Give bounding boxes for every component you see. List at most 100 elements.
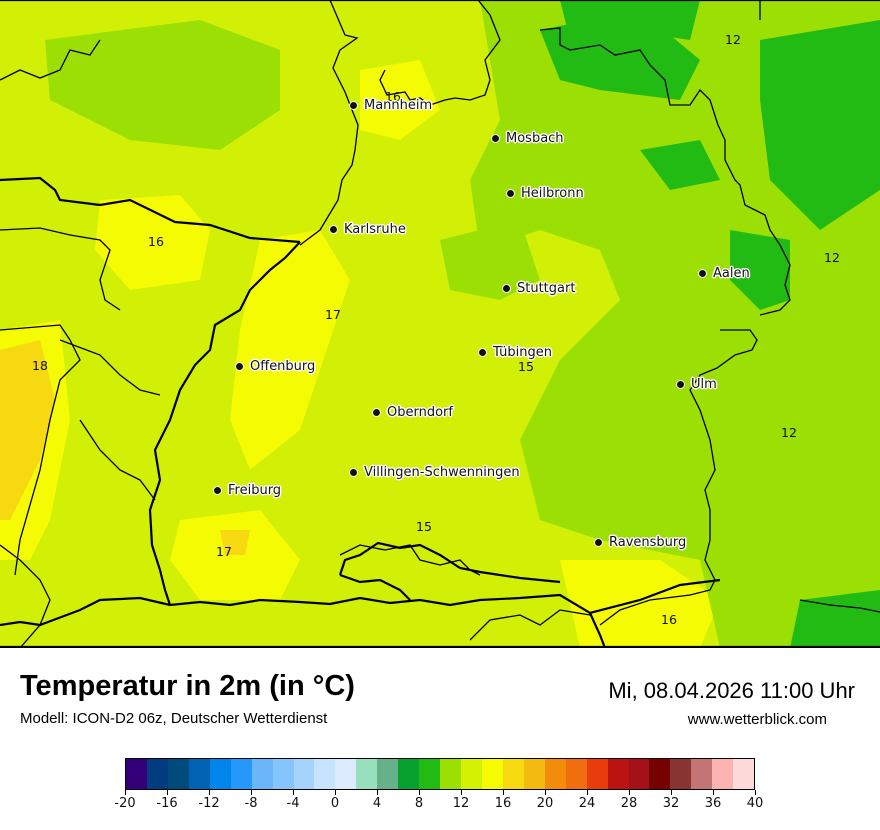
colorbar-segment	[398, 759, 420, 789]
colorbar-ticks: -20 -16 -12 -8 -4 0 4 8 12 16 20 24 28 32 36 40	[114, 790, 763, 820]
city-marker-tuebingen: Tübingen	[478, 345, 552, 360]
colorbar-tick-label: 36	[704, 796, 722, 811]
colorbar-segment	[544, 759, 566, 789]
map-footer: Temperatur in 2m (in °C) Modell: ICON-D2…	[0, 648, 880, 830]
colorbar-tick-label: 32	[662, 796, 680, 811]
colorbar-segment	[586, 759, 608, 789]
city-marker-ravensburg: Ravensburg	[594, 535, 686, 550]
temperature-map: 16 12 16 12 17 18 15 12 15 17 16 Mannhei…	[0, 0, 880, 648]
colorbar-segment	[314, 759, 336, 789]
colorbar-segment	[628, 759, 650, 789]
colorbar-tick	[461, 790, 462, 795]
city-dot-icon	[349, 101, 358, 110]
city-label: Karlsruhe	[344, 222, 406, 237]
colorbar-tick-label: 40	[746, 796, 764, 811]
temperature-field	[0, 0, 880, 648]
isotherm-label: 16	[385, 89, 401, 104]
colorbar-tick-label: -20	[114, 796, 136, 811]
city-marker-stuttgart: Stuttgart	[502, 281, 575, 296]
city-marker-aalen: Aalen	[698, 266, 750, 281]
colorbar-tick-label: 20	[536, 796, 554, 811]
colorbar-tick-label: 0	[330, 796, 340, 811]
city-label: Mosbach	[506, 131, 564, 146]
colorbar-tick	[629, 790, 630, 795]
colorbar-segment	[565, 759, 587, 789]
colorbar-segment	[188, 759, 210, 789]
colorbar-tick	[545, 790, 546, 795]
isotherm-label: 16	[148, 234, 164, 249]
city-dot-icon	[698, 269, 707, 278]
city-label: Freiburg	[228, 483, 282, 498]
city-marker-karlsruhe: Karlsruhe	[329, 222, 406, 237]
colorbar-tick	[419, 790, 420, 795]
city-dot-icon	[676, 380, 685, 389]
colorbar-tick	[587, 790, 588, 795]
isotherm-label: 12	[781, 425, 797, 440]
city-marker-offenburg: Offenburg	[235, 359, 315, 374]
colorbar-segment	[733, 759, 755, 789]
colorbar-segment	[670, 759, 692, 789]
model-source: Modell: ICON-D2 06z, Deutscher Wetterdie…	[20, 710, 328, 727]
isotherm-label: 12	[725, 32, 741, 47]
city-label: Mannheim	[364, 98, 433, 113]
colorbar-tick	[377, 790, 378, 795]
city-label: Heilbronn	[521, 186, 584, 201]
colorbar-segment	[167, 759, 189, 789]
city-dot-icon	[372, 408, 381, 417]
colorbar-tick-label: -4	[286, 796, 300, 811]
colorbar-tick-label: 16	[494, 796, 512, 811]
city-dot-icon	[491, 134, 500, 143]
colorbar-tick	[251, 790, 252, 795]
colorbar-tick	[503, 790, 504, 795]
city-label: Villingen-Schwenningen	[364, 465, 520, 480]
colorbar-tick-label: 28	[620, 796, 638, 811]
city-dot-icon	[235, 362, 244, 371]
city-label: Tübingen	[493, 345, 552, 360]
colorbar-segment	[691, 759, 713, 789]
colorbar-tick	[125, 790, 126, 795]
city-marker-mannheim: Mannheim	[349, 98, 432, 113]
colorbar-segment	[126, 759, 147, 789]
map-title: Temperatur in 2m (in °C)	[20, 670, 355, 702]
city-dot-icon	[502, 284, 511, 293]
colorbar-segment	[230, 759, 252, 789]
colorbar-tick	[755, 790, 756, 795]
city-label: Aalen	[713, 266, 750, 281]
colorbar-tick-label: -16	[156, 796, 178, 811]
colorbar-tick-label: -12	[198, 796, 220, 811]
website-link[interactable]: www.wetterblick.com	[687, 711, 827, 728]
city-label: Stuttgart	[517, 281, 576, 296]
colorbar-segment	[502, 759, 524, 789]
colorbar-tick-label: 4	[372, 796, 382, 811]
colorbar-segment	[649, 759, 671, 789]
isotherm-label: 17	[325, 307, 341, 322]
colorbar-tick	[209, 790, 210, 795]
city-dot-icon	[329, 225, 338, 234]
colorbar-tick	[293, 790, 294, 795]
colorbar-segment	[607, 759, 629, 789]
city-label: Ravensburg	[609, 535, 687, 550]
colorbar-tick-label: 12	[452, 796, 470, 811]
city-dot-icon	[213, 486, 222, 495]
city-dot-icon	[506, 189, 515, 198]
colorbar-tick	[671, 790, 672, 795]
city-marker-ulm: Ulm	[676, 377, 717, 392]
colorbar-segment	[146, 759, 168, 789]
colorbar-segment	[272, 759, 294, 789]
colorbar-tick-label: 8	[414, 796, 424, 811]
isotherm-label: 18	[32, 358, 48, 373]
valid-datetime: Mi, 08.04.2026 11:00 Uhr	[608, 678, 855, 703]
city-label: Offenburg	[250, 359, 316, 374]
colorbar-tick	[167, 790, 168, 795]
city-marker-oberndorf: Oberndorf	[372, 405, 453, 420]
colorbar-segment	[481, 759, 503, 789]
city-dot-icon	[349, 468, 358, 477]
city-dot-icon	[594, 538, 603, 547]
colorbar-tick-label: -8	[244, 796, 258, 811]
colorbar-tick	[335, 790, 336, 795]
colorbar-tick-label: 24	[578, 796, 596, 811]
colorbar-segment	[209, 759, 231, 789]
colorbar-segment	[419, 759, 441, 789]
city-label: Oberndorf	[387, 405, 453, 420]
isotherm-label: 17	[216, 544, 232, 559]
